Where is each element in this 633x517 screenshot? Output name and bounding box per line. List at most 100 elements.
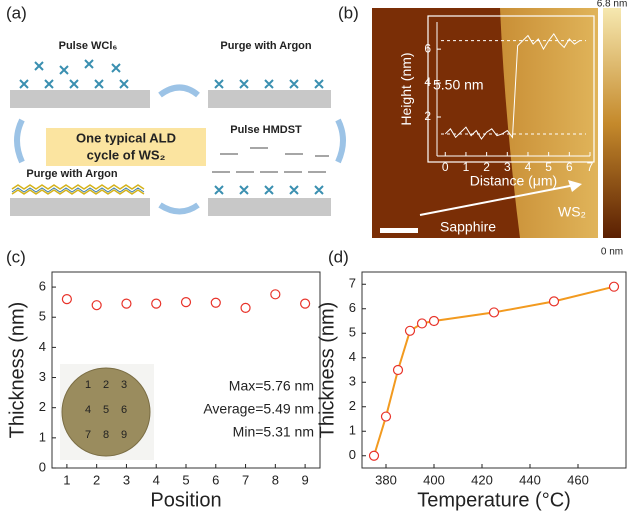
data-point <box>210 297 221 308</box>
axes-frame <box>361 271 627 469</box>
data-point <box>240 302 251 313</box>
step-height-label: 5.50 nm <box>433 77 484 93</box>
data-point <box>180 297 192 308</box>
annotation: Average=5.49 nm <box>203 401 314 417</box>
inset-frame <box>427 15 595 163</box>
x-tick-label: 3 <box>123 472 130 487</box>
cycle-text: cycle of WS₂ <box>87 147 166 162</box>
step-label: Pulse HMDST <box>230 124 302 136</box>
arrow-head <box>568 180 582 192</box>
y-tick-label: 4 <box>424 75 431 89</box>
y-tick-label: 6 <box>349 300 356 315</box>
y-tick-label: 3 <box>349 374 356 389</box>
ald-diagram: Pulse WCl₆ Purge with Argon Pulse HMDST … <box>10 40 346 216</box>
y-tick-label: 6 <box>39 279 46 294</box>
panel-label: (b) <box>338 3 359 22</box>
color-bar-label: 6.8 nm <box>597 0 628 10</box>
x-tick-label: 1 <box>463 160 470 174</box>
wafer-label: 4 <box>85 404 91 416</box>
x-tick-label: 6 <box>566 160 573 174</box>
substrate <box>10 90 150 108</box>
wafer-label: 1 <box>85 379 91 391</box>
ws2-layer <box>11 184 145 195</box>
molecules <box>19 59 324 195</box>
annotation: Max=5.76 nm <box>229 378 314 394</box>
wafer-label: 6 <box>121 404 127 416</box>
y-axis-label: Thickness (nm) <box>316 302 338 439</box>
data-point <box>91 300 102 311</box>
x-tick-label: 3 <box>504 160 511 174</box>
ws2-layer <box>11 187 145 193</box>
x-tick-label: 0 <box>442 160 449 174</box>
data-point <box>392 364 404 376</box>
y-tick-label: 1 <box>349 423 356 438</box>
x-tick-label: 9 <box>301 472 308 487</box>
x-tick-label: 420 <box>471 472 493 487</box>
data-point <box>270 289 281 300</box>
afm-image: 6.8 nm 0 nm Sapphire WS₂ 5.50 nm <box>372 0 627 258</box>
x-tick-label: 4 <box>525 160 532 174</box>
x-tick-label: 440 <box>519 472 541 487</box>
substrate <box>10 198 150 216</box>
wafer-label: 7 <box>85 429 91 441</box>
y-tick-label: 2 <box>349 398 356 413</box>
molecules <box>212 147 329 173</box>
annotation: Min=5.31 nm <box>233 424 314 440</box>
cycle-box <box>46 128 206 166</box>
color-bar <box>603 8 621 238</box>
y-tick-label: 1 <box>39 429 46 444</box>
x-tick-label: 5 <box>545 160 552 174</box>
wafer-label: 5 <box>103 404 109 416</box>
substrate <box>208 90 331 108</box>
wafer-label: 9 <box>121 429 127 441</box>
step-label: Purge with Argon <box>26 168 118 180</box>
data-point <box>380 411 392 422</box>
wafer-label: 3 <box>121 379 127 391</box>
x-tick-label: 400 <box>423 472 445 487</box>
data-point <box>428 315 440 327</box>
x-tick-label: 6 <box>212 472 219 487</box>
panel-label: (d) <box>328 247 349 266</box>
color-bar-label: 0 nm <box>601 247 623 258</box>
y-tick-label: 2 <box>424 109 431 123</box>
x-tick-label: 2 <box>93 472 100 487</box>
y-tick-label: 5 <box>39 309 46 324</box>
step-label: Pulse WCl₆ <box>59 40 118 52</box>
scale-bar <box>380 228 418 233</box>
x-tick-label: 7 <box>242 472 249 487</box>
x-axis-label: Distance (μm) <box>470 173 557 189</box>
x-tick-label: 4 <box>153 472 160 487</box>
y-tick-label: 3 <box>39 369 46 384</box>
data-point <box>151 298 162 309</box>
data-point <box>368 450 380 461</box>
y-tick-label: 5 <box>349 325 356 340</box>
data-point <box>61 294 72 305</box>
substrate <box>208 198 331 216</box>
x-tick-label: 7 <box>587 160 594 174</box>
x-axis-label: Position <box>150 489 221 511</box>
panel-label: (c) <box>6 247 26 266</box>
afm-film <box>500 8 598 238</box>
wafer-label: 8 <box>103 429 109 441</box>
data-point <box>608 281 620 292</box>
y-tick-label: 4 <box>39 339 46 354</box>
x-tick-label: 2 <box>483 160 490 174</box>
cycle-text: One typical ALD <box>76 130 176 145</box>
wafer-photo <box>60 364 154 460</box>
data-point <box>121 298 132 309</box>
y-axis-label: Height (nm) <box>398 52 414 125</box>
data-point <box>548 296 560 307</box>
x-tick-label: 380 <box>375 472 397 487</box>
y-axis-label: Thickness (nm) <box>6 302 28 439</box>
x-tick-label: 1 <box>63 472 70 487</box>
x-tick-label: 460 <box>567 472 589 487</box>
y-tick-label: 6 <box>424 41 431 55</box>
panel-label: (a) <box>6 3 27 22</box>
data-point <box>300 298 311 309</box>
x-axis-label: Temperature (°C) <box>417 489 571 511</box>
data-point <box>404 325 416 336</box>
arrow <box>419 184 576 216</box>
wafer-label: 2 <box>103 379 109 391</box>
y-tick-label: 7 <box>349 276 356 291</box>
